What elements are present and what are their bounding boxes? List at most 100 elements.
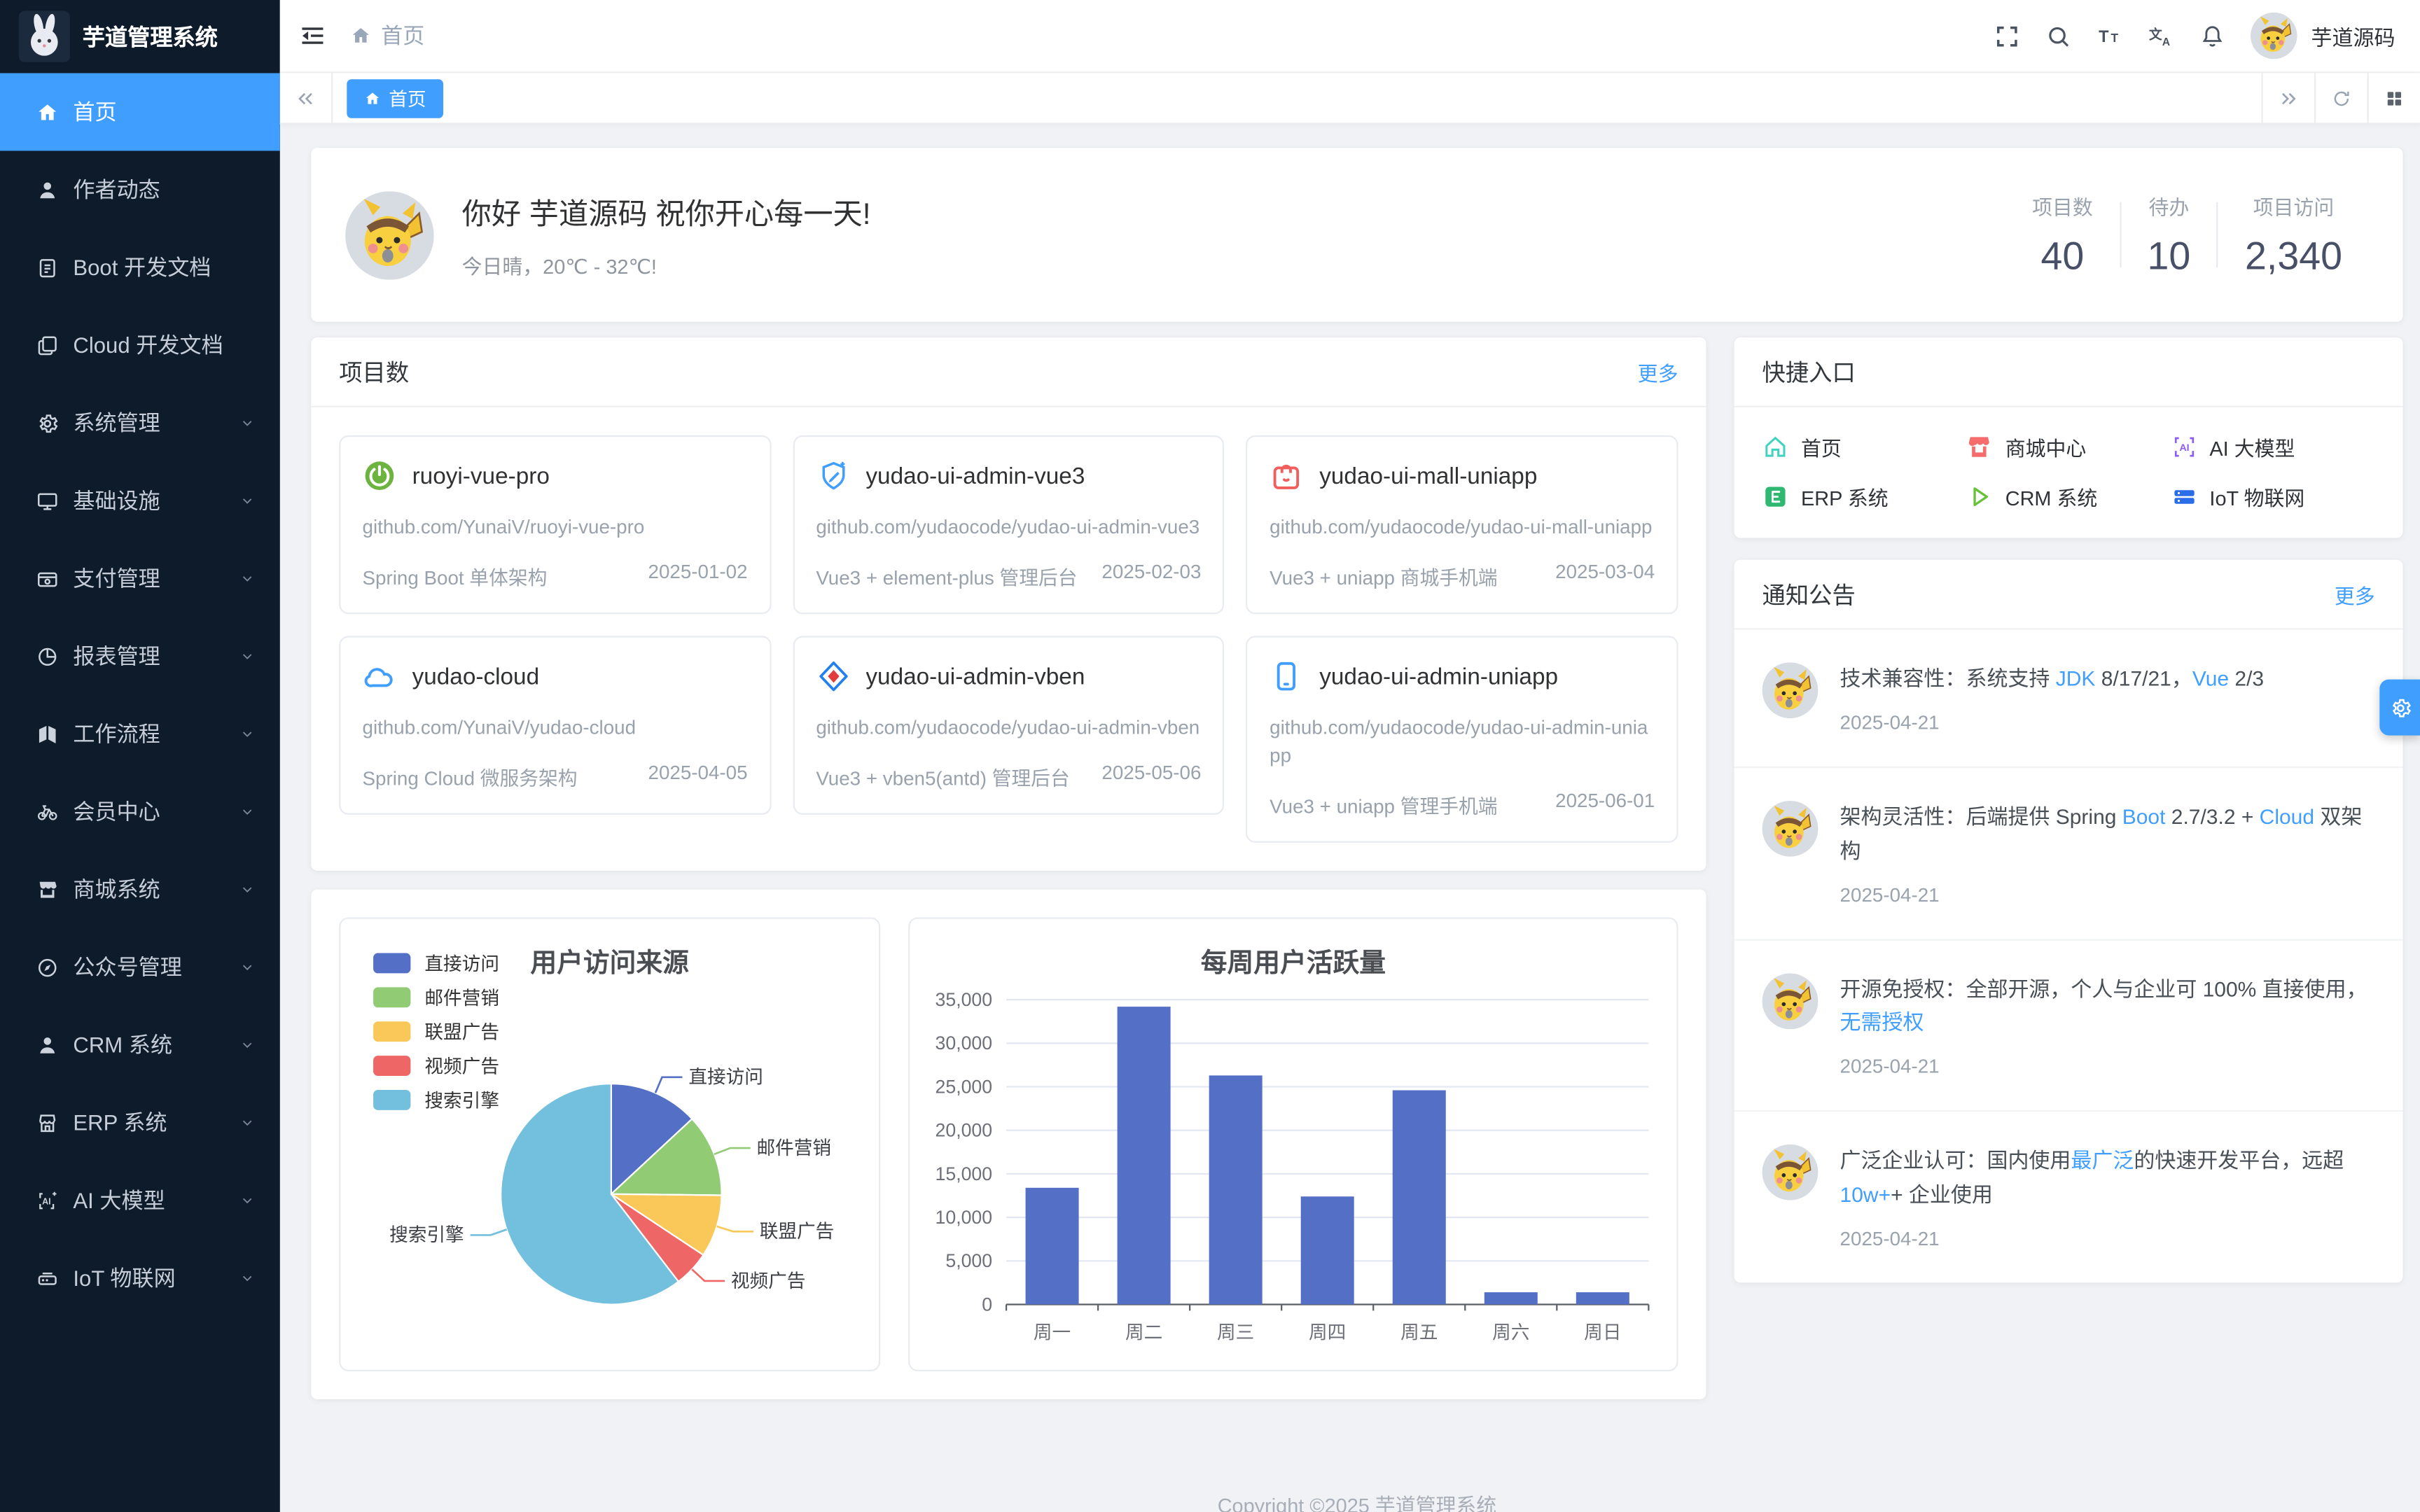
- sidebar-item-3[interactable]: Cloud 开发文档: [0, 307, 280, 384]
- sidebar-item-6[interactable]: 支付管理: [0, 540, 280, 617]
- sidebar-item-14[interactable]: AI AI 大模型: [0, 1161, 280, 1239]
- sidebar-item-11[interactable]: 公众号管理: [0, 928, 280, 1006]
- stat-divider: [2217, 202, 2219, 268]
- tabs-refresh-button[interactable]: [2314, 73, 2367, 123]
- gear-icon: [36, 411, 59, 434]
- notice-keyword[interactable]: 最广泛: [2071, 1149, 2134, 1173]
- stat-label: 项目访问: [2253, 195, 2335, 219]
- wallet-icon: [36, 567, 59, 590]
- project-card-3[interactable]: yudao-cloud github.com/YunaiV/yudao-cloud…: [339, 636, 771, 816]
- project-meta: Spring Cloud 微服务架构 2025-04-05: [363, 762, 748, 792]
- search-button[interactable]: [2033, 0, 2084, 72]
- shortcut-0[interactable]: 首页: [1762, 432, 1967, 461]
- sidebar-item-12[interactable]: CRM 系统: [0, 1006, 280, 1084]
- shortcut-3[interactable]: ERP 系统: [1762, 482, 1967, 512]
- shop-icon: [36, 878, 59, 901]
- notice-body: 技术兼容性：系统支持 JDK 8/17/21，Vue 2/3 2025-04-21: [1840, 662, 2375, 734]
- chevron-down-icon: [239, 1037, 255, 1052]
- tabs-scroll-right-button[interactable]: [2261, 73, 2314, 123]
- project-meta: Vue3 + element-plus 管理后台 2025-02-03: [816, 561, 1201, 591]
- sidebar-item-4[interactable]: 系统管理: [0, 384, 280, 462]
- project-card-0[interactable]: ruoyi-vue-pro github.com/YunaiV/ruoyi-vue…: [339, 435, 771, 615]
- menu-fold-icon[interactable]: [298, 22, 326, 50]
- shortcut-2[interactable]: AI AI 大模型: [2171, 432, 2375, 461]
- svg-text:30,000: 30,000: [936, 1033, 992, 1054]
- notice-keyword[interactable]: Vue: [2192, 666, 2230, 691]
- project-card-1[interactable]: yudao-ui-admin-vue3 github.com/yudaocode/…: [792, 435, 1225, 615]
- project-card-5[interactable]: yudao-ui-admin-uniapp github.com/yudaocod…: [1246, 636, 1678, 844]
- stat-divider: [2119, 202, 2121, 268]
- tabs-layout-button[interactable]: [2367, 73, 2420, 123]
- sidebar-item-label: 系统管理: [73, 410, 160, 435]
- shortcut-1[interactable]: 商城中心: [1966, 432, 2171, 461]
- shortcut-5[interactable]: IoT 物联网: [2171, 482, 2375, 512]
- notice-item-2[interactable]: 开源免授权：全部开源，个人与企业可 100% 直接使用，无需授权 2025-04-…: [1734, 940, 2403, 1112]
- chevron-down-icon: [239, 1270, 255, 1286]
- notice-keyword[interactable]: 10w+: [1840, 1183, 1891, 1207]
- sidebar-item-0[interactable]: 首页: [0, 73, 280, 151]
- notice-item-1[interactable]: 架构灵活性：后端提供 Spring Boot 2.7/3.2 + Cloud 双…: [1734, 768, 2403, 940]
- app-logo[interactable]: 芋道管理系统: [0, 0, 280, 73]
- project-url: github.com/yudaocode/yudao-ui-admin-vue3: [816, 516, 1200, 538]
- notice-keyword[interactable]: JDK: [2055, 666, 2096, 691]
- shortcut-label: 商城中心: [2005, 437, 2087, 461]
- notification-button[interactable]: [2187, 0, 2238, 72]
- project-card-2[interactable]: yudao-ui-mall-uniapp github.com/yudaocode…: [1246, 435, 1678, 615]
- legend-item-1[interactable]: 邮件营销: [373, 980, 499, 1014]
- home-outline-icon: [1762, 434, 1789, 461]
- sidebar-item-label: 公众号管理: [73, 954, 182, 980]
- legend-label: 联盟广告: [424, 1021, 500, 1044]
- legend-swatch: [373, 1021, 411, 1042]
- notice-keyword[interactable]: 无需授权: [1840, 1011, 1924, 1035]
- project-card-4[interactable]: yudao-ui-admin-vben github.com/yudaocode/…: [792, 636, 1225, 816]
- project-meta: Vue3 + uniapp 管理手机端 2025-06-01: [1270, 790, 1655, 820]
- legend-item-4[interactable]: 搜索引擎: [373, 1083, 499, 1117]
- settings-button[interactable]: [2379, 679, 2420, 736]
- sidebar-item-9[interactable]: 会员中心: [0, 773, 280, 850]
- svg-text:T: T: [2099, 27, 2109, 45]
- notice-keyword[interactable]: Boot: [2122, 805, 2166, 829]
- notice-item-0[interactable]: 技术兼容性：系统支持 JDK 8/17/21，Vue 2/3 2025-04-21: [1734, 630, 2403, 768]
- breadcrumb-item[interactable]: 首页: [381, 23, 425, 48]
- ai-icon: AI: [36, 1189, 59, 1212]
- sidebar-item-label: ERP 系统: [73, 1110, 167, 1135]
- sidebar-item-7[interactable]: 报表管理: [0, 617, 280, 695]
- notices-more-link[interactable]: 更多: [2334, 584, 2375, 608]
- sidebar-item-label: 基础设施: [73, 488, 160, 513]
- notice-item-3[interactable]: 广泛企业认可：国内使用最广泛的快速开发平台，远超 10w++ 企业使用 2025-…: [1734, 1112, 2403, 1283]
- chevron-down-icon: [239, 1115, 255, 1130]
- legend-item-3[interactable]: 视频广告: [373, 1049, 499, 1083]
- sidebar-item-13[interactable]: ERP 系统: [0, 1084, 280, 1161]
- sidebar-item-label: 作者动态: [73, 177, 160, 202]
- user-icon: [36, 178, 59, 201]
- legend-item-0[interactable]: 直接访问: [373, 946, 499, 980]
- tabs-scroll-left-button[interactable]: [280, 73, 333, 123]
- shortcut-4[interactable]: CRM 系统: [1966, 482, 2171, 512]
- chevron-down-icon: [239, 493, 255, 508]
- gear-icon: [2388, 696, 2411, 719]
- tab-home[interactable]: 首页: [347, 78, 444, 118]
- chevron-down-icon: [239, 415, 255, 430]
- app-title: 芋道管理系统: [82, 26, 218, 52]
- sidebar-item-label: IoT 物联网: [73, 1265, 176, 1291]
- notice-title: 技术兼容性：系统支持 JDK 8/17/21，Vue 2/3: [1840, 666, 2265, 691]
- sidebar-item-15[interactable]: IoT 物联网: [0, 1239, 280, 1317]
- notice-avatar: [1762, 800, 1819, 857]
- sidebar-item-1[interactable]: 作者动态: [0, 150, 280, 228]
- sidebar-item-2[interactable]: Boot 开发文档: [0, 229, 280, 307]
- username[interactable]: 芋道源码: [2311, 26, 2395, 50]
- project-name: ruoyi-vue-pro: [412, 462, 550, 489]
- notice-keyword[interactable]: Cloud: [2259, 805, 2315, 829]
- sidebar-item-5[interactable]: 基础设施: [0, 462, 280, 540]
- projects-more-link[interactable]: 更多: [1637, 361, 1678, 385]
- notice-date: 2025-04-21: [1840, 1228, 1940, 1250]
- user-avatar[interactable]: [2250, 12, 2297, 59]
- sidebar-item-10[interactable]: 商城系统: [0, 850, 280, 928]
- svg-text:文: 文: [2149, 25, 2162, 41]
- legend-item-2[interactable]: 联盟广告: [373, 1014, 499, 1049]
- fullscreen-button[interactable]: [1982, 0, 2033, 72]
- sidebar-item-8[interactable]: 工作流程: [0, 695, 280, 773]
